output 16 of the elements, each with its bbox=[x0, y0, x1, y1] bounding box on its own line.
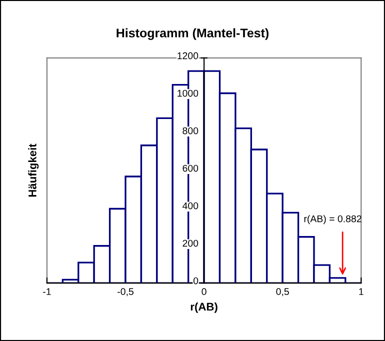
x-tick-label: 0 bbox=[202, 288, 206, 296]
y-tick-label: 200 bbox=[182, 240, 198, 247]
x-tick-label: -1 bbox=[43, 288, 51, 295]
y-tick-label: 600 bbox=[182, 164, 198, 172]
x-axis-title: r(AB) bbox=[190, 302, 218, 313]
chart-title: Histogramm (Mantel-Test) bbox=[116, 28, 269, 40]
x-tick-label: 1 bbox=[359, 288, 364, 295]
x-tick-label: 0,5 bbox=[276, 288, 289, 296]
y-tick-label: 1200 bbox=[178, 52, 198, 60]
annotation: r(AB) = 0.882 bbox=[304, 215, 362, 224]
x-tick-label: -0,5 bbox=[118, 288, 134, 296]
y-tick-label: 0 bbox=[193, 277, 198, 284]
y-axis-title: Häufigkeit bbox=[28, 144, 39, 197]
y-tick-label: 800 bbox=[182, 127, 198, 134]
y-tick-label: 1000 bbox=[178, 90, 198, 97]
y-tick-label: 400 bbox=[182, 202, 198, 210]
